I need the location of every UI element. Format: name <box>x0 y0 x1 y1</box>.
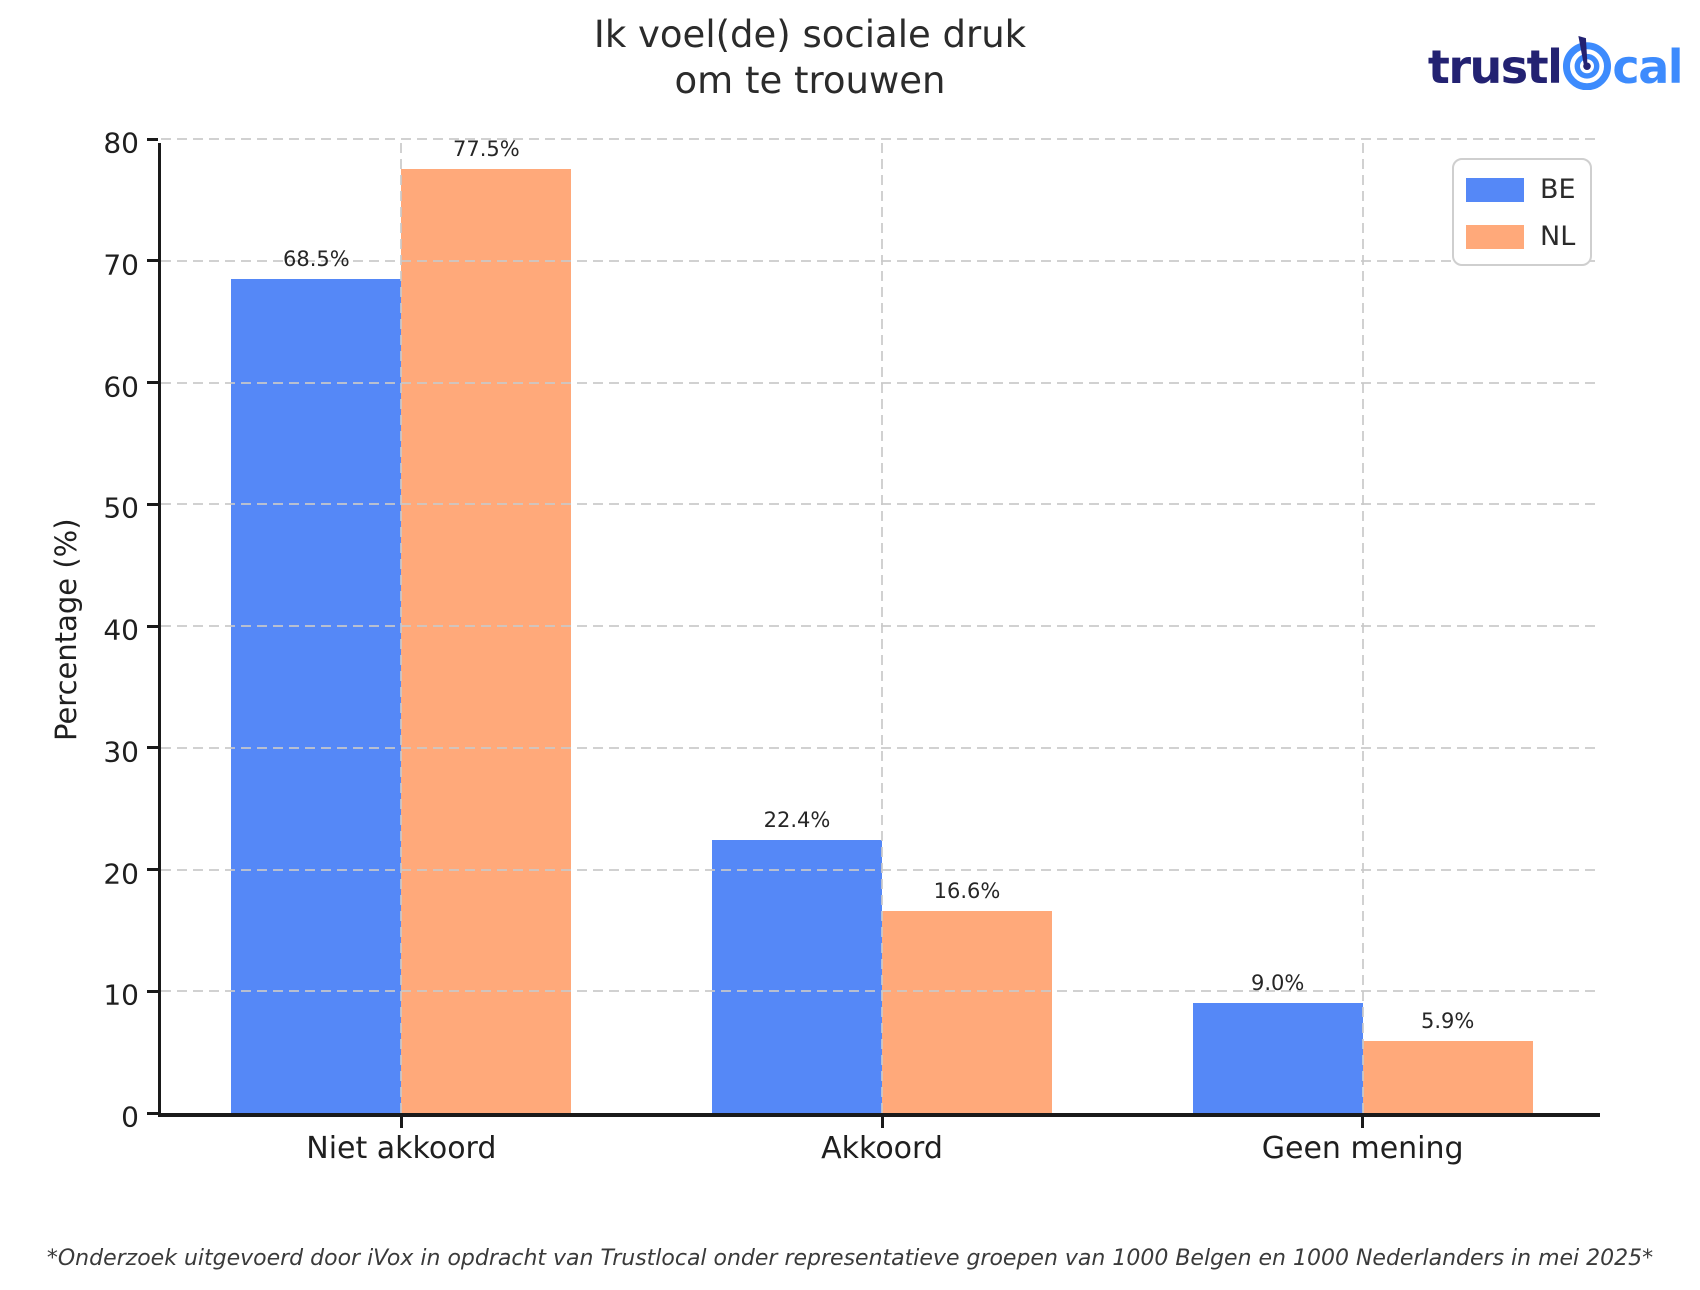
legend-item-be: BE <box>1466 174 1576 205</box>
y-tick-label-50: 50 <box>103 491 139 525</box>
y-tick-mark-60 <box>147 381 158 384</box>
value-label-be-akkoord: 22.4% <box>763 808 831 833</box>
y-tick-label-40: 40 <box>103 613 139 647</box>
bar-nl-niet-akkoord <box>401 169 572 1113</box>
y-tick-label-20: 20 <box>103 857 139 890</box>
y-tick-label-70: 70 <box>103 248 139 282</box>
gridline-y-80 <box>161 138 1600 140</box>
legend-swatch-nl <box>1466 224 1524 249</box>
bar-nl-akkoord <box>882 910 1052 1113</box>
y-tick-label-80: 80 <box>103 126 139 160</box>
chart-title-line1: Ik voel(de) sociale druk <box>593 13 1027 56</box>
x-tick-label-akkoord: Akkoord <box>821 1131 943 1166</box>
footnote: *Onderzoek uitgevoerd door iVox in opdra… <box>46 1246 1654 1271</box>
trustlocal-logo: trustl cal <box>1427 34 1683 101</box>
x-tick-mark-niet-akkoord <box>399 1117 403 1128</box>
legend-label-be: BE <box>1540 174 1576 205</box>
y-tick-mark-10 <box>147 989 158 993</box>
x-tick-mark-geen-mening <box>1361 1117 1365 1128</box>
value-label-nl-akkoord: 16.6% <box>933 878 1001 903</box>
x-tick-label-niet-akkoord: Niet akkoord <box>306 1131 497 1166</box>
value-label-be-geen-mening: 9.0% <box>1250 971 1305 996</box>
value-label-nl-geen-mening: 5.9% <box>1420 1009 1475 1034</box>
bar-be-niet-akkoord <box>231 279 402 1113</box>
y-tick-mark-0 <box>147 1111 158 1115</box>
legend-item-nl: NL <box>1466 221 1576 252</box>
y-tick-mark-80 <box>147 137 158 141</box>
legend-swatch-be <box>1466 177 1524 202</box>
plot-area: 0 10 20 30 40 50 60 70 80 Niet akkoord 68.5% 77.5% A… <box>103 127 1600 1166</box>
x-tick-mark-akkoord <box>880 1117 884 1128</box>
bar-be-geen-mening <box>1192 1003 1363 1113</box>
legend-label-nl: NL <box>1540 221 1576 252</box>
logo-text-dark: trustl <box>1427 40 1563 94</box>
gridline-x-geen-mening <box>1361 143 1364 1113</box>
y-tick-label-0: 0 <box>121 1100 139 1134</box>
logo-text-light: cal <box>1612 40 1683 94</box>
y-tick-mark-40 <box>147 624 158 628</box>
value-label-be-niet-akkoord: 68.5% <box>282 247 350 272</box>
legend: BE NL <box>1452 158 1592 266</box>
chart-title-line2: om te trouwen <box>674 59 946 103</box>
gridline-y-70 <box>161 259 1600 262</box>
bar-be-akkoord <box>712 840 882 1113</box>
y-tick-label-60: 60 <box>103 370 139 403</box>
y-tick-mark-20 <box>147 868 158 871</box>
y-tick-mark-50 <box>147 502 158 506</box>
y-tick-mark-70 <box>147 259 158 263</box>
y-tick-label-30: 30 <box>103 735 139 769</box>
value-label-nl-niet-akkoord: 77.5% <box>452 137 520 162</box>
bullseye-icon <box>1561 34 1612 101</box>
y-tick-label-10: 10 <box>103 978 139 1012</box>
bar-nl-geen-mening <box>1362 1041 1533 1113</box>
y-tick-mark-30 <box>147 746 158 750</box>
x-tick-label-geen-mening: Geen mening <box>1261 1131 1464 1166</box>
chart-title: Ik voel(de) sociale druk om te trouwen <box>0 12 1620 105</box>
